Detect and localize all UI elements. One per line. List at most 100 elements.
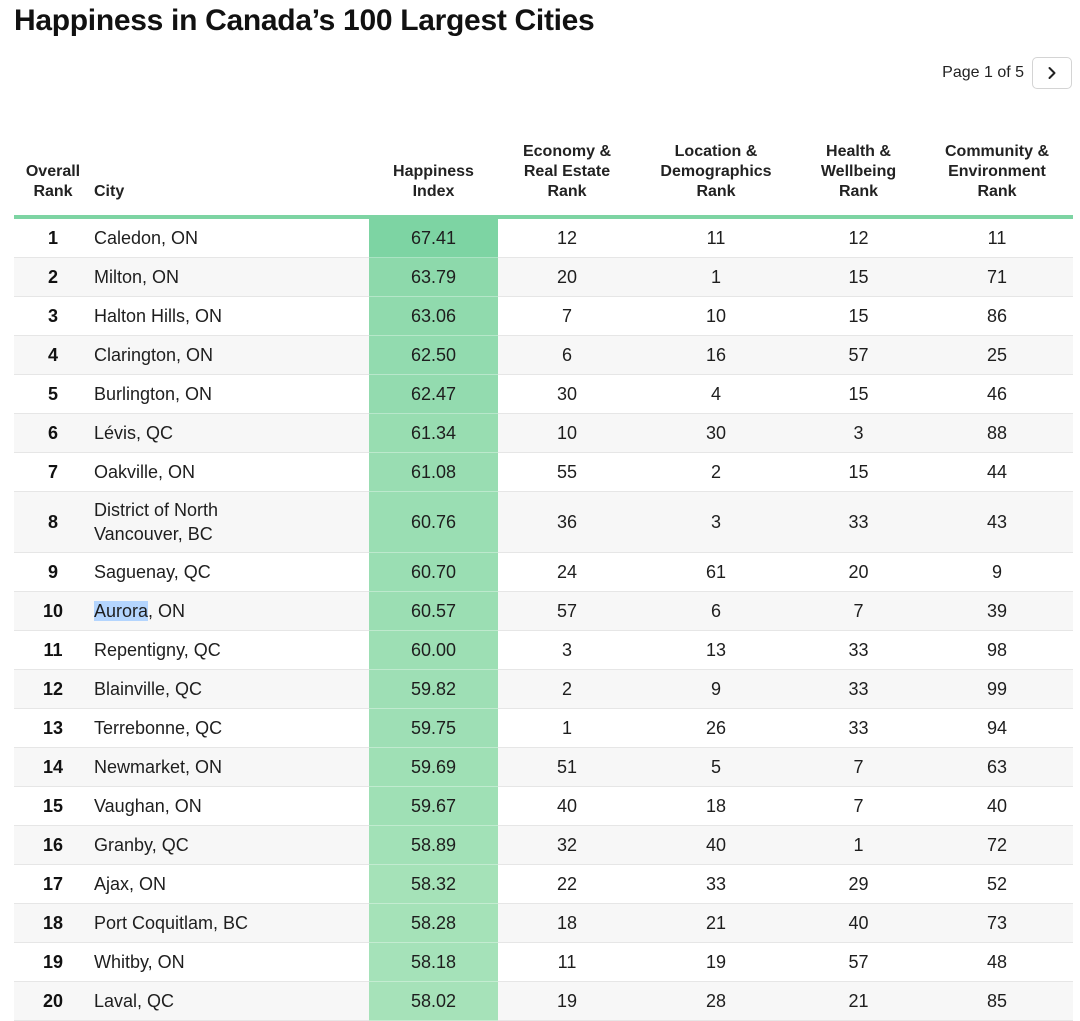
community-rank-cell: 39: [921, 591, 1073, 631]
location-rank-cell: 9: [636, 669, 796, 709]
health-rank-cell: 15: [796, 296, 921, 336]
column-header-health-rank[interactable]: Health & Wellbeing Rank: [796, 124, 921, 219]
health-rank-cell: 57: [796, 942, 921, 982]
community-rank-cell: 11: [921, 217, 1073, 258]
location-rank-cell: 11: [636, 217, 796, 258]
economy-rank-cell: 18: [498, 903, 636, 943]
city-cell: Ajax, ON: [92, 864, 369, 904]
happiness-index-cell: 63.79: [369, 257, 498, 297]
community-rank-cell: 88: [921, 413, 1073, 453]
community-rank-cell: 85: [921, 981, 1073, 1021]
table-row: 11 Repentigny, QC 60.00 3 13 33 98: [14, 630, 1073, 670]
overall-rank-cell: 18: [14, 903, 92, 943]
community-rank-cell: 25: [921, 335, 1073, 375]
health-rank-cell: 33: [796, 491, 921, 553]
table-row: 7 Oakville, ON 61.08 55 2 15 44: [14, 452, 1073, 492]
overall-rank-cell: 1: [14, 217, 92, 258]
health-rank-cell: 7: [796, 747, 921, 787]
happiness-index-cell: 58.89: [369, 825, 498, 865]
city-cell: Vaughan, ON: [92, 786, 369, 826]
column-header-overall-rank[interactable]: Overall Rank: [14, 124, 92, 219]
city-cell: Granby, QC: [92, 825, 369, 865]
economy-rank-cell: 40: [498, 786, 636, 826]
happiness-index-cell: 58.02: [369, 981, 498, 1021]
overall-rank-cell: 15: [14, 786, 92, 826]
column-header-city[interactable]: City: [92, 124, 369, 219]
location-rank-cell: 30: [636, 413, 796, 453]
health-rank-cell: 15: [796, 257, 921, 297]
happiness-index-cell: 59.67: [369, 786, 498, 826]
community-rank-cell: 43: [921, 491, 1073, 553]
community-rank-cell: 98: [921, 630, 1073, 670]
table-row: 17 Ajax, ON 58.32 22 33 29 52: [14, 864, 1073, 904]
city-cell: Whitby, ON: [92, 942, 369, 982]
next-page-button[interactable]: [1032, 57, 1072, 89]
city-cell: Caledon, ON: [92, 217, 369, 258]
health-rank-cell: 29: [796, 864, 921, 904]
happiness-index-cell: 60.76: [369, 491, 498, 553]
table-row: 2 Milton, ON 63.79 20 1 15 71: [14, 257, 1073, 297]
overall-rank-cell: 6: [14, 413, 92, 453]
location-rank-cell: 2: [636, 452, 796, 492]
happiness-index-cell: 58.28: [369, 903, 498, 943]
table-row: 18 Port Coquitlam, BC 58.28 18 21 40 73: [14, 903, 1073, 943]
selected-text: Aurora: [94, 601, 149, 621]
happiness-index-cell: 60.57: [369, 591, 498, 631]
location-rank-cell: 13: [636, 630, 796, 670]
table-row: 9 Saguenay, QC 60.70 24 61 20 9: [14, 552, 1073, 592]
health-rank-cell: 33: [796, 708, 921, 748]
happiness-index-cell: 63.06: [369, 296, 498, 336]
health-rank-cell: 15: [796, 374, 921, 414]
city-cell: Oakville, ON: [92, 452, 369, 492]
column-header-happiness-index[interactable]: Happiness Index: [369, 124, 498, 219]
economy-rank-cell: 22: [498, 864, 636, 904]
happiness-index-cell: 61.34: [369, 413, 498, 453]
economy-rank-cell: 57: [498, 591, 636, 631]
overall-rank-cell: 5: [14, 374, 92, 414]
happiness-index-cell: 58.18: [369, 942, 498, 982]
overall-rank-cell: 11: [14, 630, 92, 670]
city-cell: Clarington, ON: [92, 335, 369, 375]
economy-rank-cell: 11: [498, 942, 636, 982]
table-row: 12 Blainville, QC 59.82 2 9 33 99: [14, 669, 1073, 709]
city-cell: Saguenay, QC: [92, 552, 369, 592]
column-header-community-rank[interactable]: Community & Environment Rank: [921, 124, 1073, 219]
location-rank-cell: 28: [636, 981, 796, 1021]
table-row: 3 Halton Hills, ON 63.06 7 10 15 86: [14, 296, 1073, 336]
economy-rank-cell: 24: [498, 552, 636, 592]
happiness-index-cell: 60.70: [369, 552, 498, 592]
happiness-index-cell: 62.50: [369, 335, 498, 375]
city-cell: Repentigny, QC: [92, 630, 369, 670]
location-rank-cell: 26: [636, 708, 796, 748]
health-rank-cell: 33: [796, 669, 921, 709]
column-header-location-rank[interactable]: Location & Demographics Rank: [636, 124, 796, 219]
community-rank-cell: 63: [921, 747, 1073, 787]
column-header-economy-rank[interactable]: Economy & Real Estate Rank: [498, 124, 636, 219]
health-rank-cell: 40: [796, 903, 921, 943]
city-text: , ON: [148, 601, 186, 621]
economy-rank-cell: 3: [498, 630, 636, 670]
overall-rank-cell: 14: [14, 747, 92, 787]
table-row: 4 Clarington, ON 62.50 6 16 57 25: [14, 335, 1073, 375]
location-rank-cell: 61: [636, 552, 796, 592]
table-body: 1 Caledon, ON 67.41 12 11 12 11 2 Milton, ON 63.7…: [14, 217, 1073, 1021]
overall-rank-cell: 13: [14, 708, 92, 748]
economy-rank-cell: 30: [498, 374, 636, 414]
table-row: 14 Newmarket, ON 59.69 51 5 7 63: [14, 747, 1073, 787]
economy-rank-cell: 12: [498, 217, 636, 258]
location-rank-cell: 18: [636, 786, 796, 826]
health-rank-cell: 12: [796, 217, 921, 258]
location-rank-cell: 3: [636, 491, 796, 553]
community-rank-cell: 44: [921, 452, 1073, 492]
overall-rank-cell: 19: [14, 942, 92, 982]
community-rank-cell: 52: [921, 864, 1073, 904]
overall-rank-cell: 9: [14, 552, 92, 592]
happiness-index-cell: 59.75: [369, 708, 498, 748]
economy-rank-cell: 32: [498, 825, 636, 865]
location-rank-cell: 16: [636, 335, 796, 375]
overall-rank-cell: 17: [14, 864, 92, 904]
table-row: 13 Terrebonne, QC 59.75 1 26 33 94: [14, 708, 1073, 748]
community-rank-cell: 9: [921, 552, 1073, 592]
economy-rank-cell: 20: [498, 257, 636, 297]
location-rank-cell: 4: [636, 374, 796, 414]
